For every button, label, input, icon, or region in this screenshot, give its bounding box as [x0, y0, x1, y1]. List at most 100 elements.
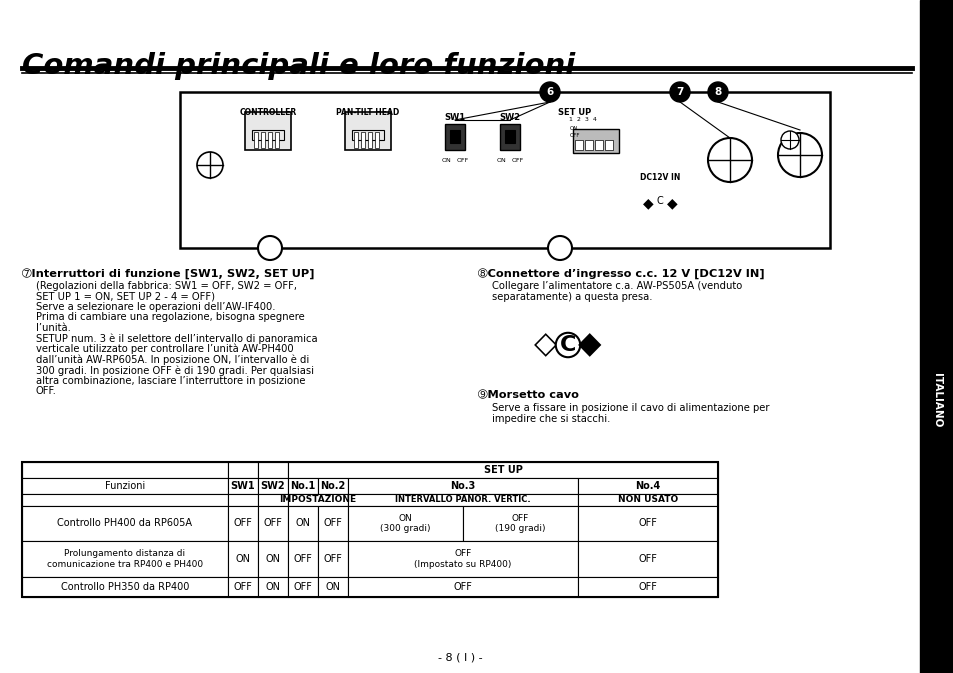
Bar [578, 478, 718, 494]
Bar [368, 132, 372, 148]
Text: OFF: OFF [233, 582, 253, 592]
Bar [575, 140, 582, 150]
Bar [245, 112, 291, 150]
Bar [22, 478, 228, 494]
Text: altra combinazione, lasciare l’interruttore in posizione: altra combinazione, lasciare l’interrutt… [36, 376, 305, 386]
Bar [578, 506, 718, 541]
Bar [257, 494, 288, 506]
Bar [919, 0, 953, 673]
Bar [22, 494, 228, 506]
Text: OFF: OFF [638, 518, 657, 528]
Text: ON: ON [325, 582, 340, 592]
Text: ◆: ◆ [666, 196, 677, 210]
Text: ➇Connettore d’ingresso c.c. 12 V [DC12V IN]: ➇Connettore d’ingresso c.c. 12 V [DC12V … [477, 268, 763, 279]
Bar [288, 541, 317, 577]
Circle shape [778, 133, 821, 177]
Text: OFF.: OFF. [36, 386, 57, 396]
Bar [288, 494, 348, 506]
Bar [274, 132, 278, 148]
Text: ON: ON [497, 158, 506, 163]
Text: OFF: OFF [456, 158, 469, 163]
Bar [604, 140, 613, 150]
Bar [268, 132, 272, 148]
Circle shape [196, 152, 223, 178]
Bar [348, 478, 578, 494]
Text: ◆: ◆ [642, 196, 653, 210]
Bar [348, 494, 578, 506]
Text: OFF: OFF [638, 582, 657, 592]
Circle shape [547, 236, 572, 260]
Bar [22, 541, 228, 577]
Bar [288, 577, 317, 597]
Bar [578, 494, 718, 506]
Text: INTERVALLO PANOR. VERTIC.: INTERVALLO PANOR. VERTIC. [395, 495, 530, 505]
Text: ON: ON [265, 554, 280, 564]
Text: SET UP: SET UP [483, 465, 522, 475]
Text: OFF
(190 gradi): OFF (190 gradi) [495, 513, 545, 533]
Bar [252, 130, 284, 140]
Text: 6: 6 [546, 87, 553, 97]
Text: No.1: No.1 [290, 481, 315, 491]
Bar [317, 577, 348, 597]
Bar [578, 577, 718, 597]
Circle shape [257, 236, 282, 260]
Text: Collegare l’alimentatore c.a. AW-PS505A (venduto: Collegare l’alimentatore c.a. AW-PS505A … [492, 281, 741, 291]
Text: - 8 ( I ) -: - 8 ( I ) - [437, 652, 482, 662]
Text: ITALIANO: ITALIANO [931, 373, 941, 427]
Text: ON: ON [235, 554, 251, 564]
Circle shape [707, 138, 751, 182]
Circle shape [669, 82, 689, 102]
Text: Controllo PH350 da RP400: Controllo PH350 da RP400 [61, 582, 189, 592]
Text: 300 gradi. In posizione OFF è di 190 gradi. Per qualsiasi: 300 gradi. In posizione OFF è di 190 gra… [36, 365, 314, 376]
Bar [375, 132, 378, 148]
Bar [348, 577, 578, 597]
Bar [345, 112, 391, 150]
Text: Comandi principali e loro funzioni: Comandi principali e loro funzioni [22, 52, 575, 80]
Text: PAN-TILT HEAD: PAN-TILT HEAD [336, 108, 399, 117]
Circle shape [781, 131, 799, 149]
Bar [288, 478, 317, 494]
Text: Prolungamento distanza di
comunicazione tra RP400 e PH400: Prolungamento distanza di comunicazione … [47, 549, 203, 569]
Text: Serve a fissare in posizione il cavo di alimentazione per: Serve a fissare in posizione il cavo di … [492, 403, 769, 413]
Text: SW2: SW2 [499, 113, 520, 122]
Bar [228, 506, 257, 541]
Bar [462, 506, 578, 541]
Bar [22, 462, 228, 478]
Text: (Regolazioni della fabbrica: SW1 = OFF, SW2 = OFF,: (Regolazioni della fabbrica: SW1 = OFF, … [36, 281, 296, 291]
Text: separatamente) a questa presa.: separatamente) a questa presa. [492, 291, 652, 302]
Bar [228, 462, 257, 478]
Bar [317, 541, 348, 577]
Circle shape [539, 82, 559, 102]
Text: 7: 7 [676, 87, 683, 97]
Text: Funzioni: Funzioni [105, 481, 145, 491]
Bar [253, 132, 257, 148]
Bar [288, 462, 718, 478]
Text: OFF: OFF [263, 518, 282, 528]
Bar [348, 506, 462, 541]
Text: No.4: No.4 [635, 481, 659, 491]
Circle shape [707, 82, 727, 102]
Bar [22, 577, 228, 597]
Text: DC12V IN: DC12V IN [639, 173, 679, 182]
Bar [352, 130, 384, 140]
Text: Prima di cambiare una regolazione, bisogna spegnere: Prima di cambiare una regolazione, bisog… [36, 312, 304, 322]
Text: 8: 8 [714, 87, 720, 97]
Bar [257, 478, 288, 494]
Bar [228, 478, 257, 494]
Text: OFF: OFF [512, 158, 523, 163]
Text: verticale utilizzato per controllare l’unità AW-PH400: verticale utilizzato per controllare l’u… [36, 344, 294, 355]
Text: IMPOSTAZIONE: IMPOSTAZIONE [279, 495, 356, 505]
Text: ➆Interruttori di funzione [SW1, SW2, SET UP]: ➆Interruttori di funzione [SW1, SW2, SET… [22, 268, 314, 279]
Text: Controllo PH400 da RP605A: Controllo PH400 da RP605A [57, 518, 193, 528]
Bar [348, 541, 578, 577]
Text: OFF: OFF [323, 554, 342, 564]
Text: 1  2  3  4: 1 2 3 4 [569, 117, 597, 122]
Bar [450, 130, 459, 143]
Bar [595, 140, 602, 150]
Text: l’unità.: l’unità. [36, 323, 71, 333]
Text: ◇: ◇ [534, 330, 558, 359]
Bar [317, 478, 348, 494]
Bar [257, 506, 288, 541]
Bar [228, 541, 257, 577]
Text: ➈Morsetto cavo: ➈Morsetto cavo [477, 390, 578, 400]
